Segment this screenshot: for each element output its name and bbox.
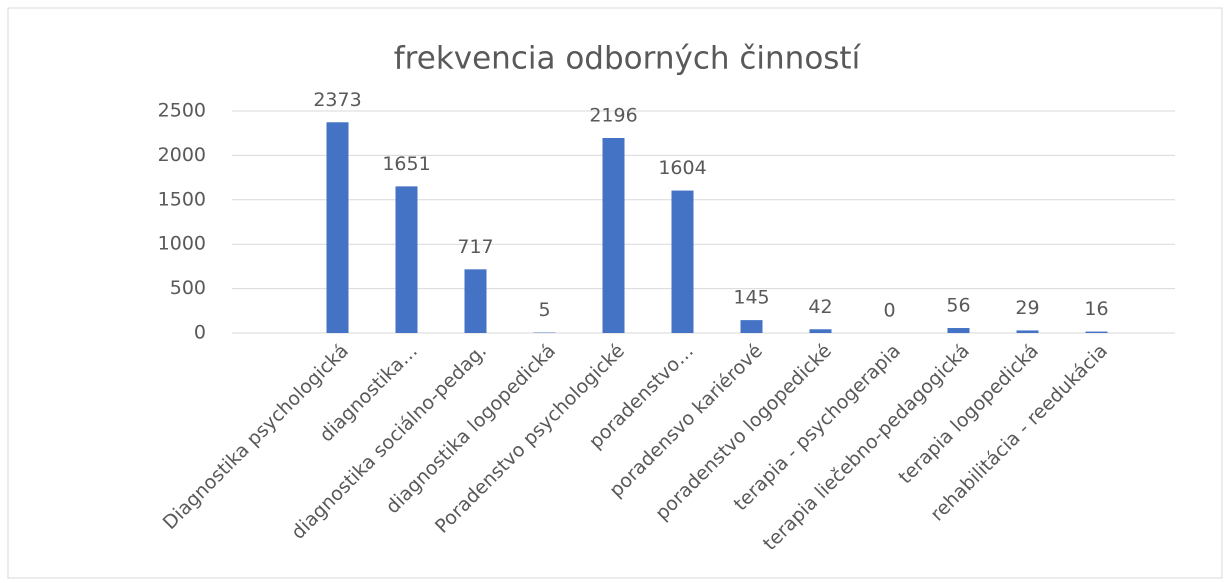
- value-label: 42: [808, 296, 832, 318]
- value-label: 2373: [313, 89, 361, 111]
- value-label: 0: [883, 300, 895, 322]
- bar: [671, 190, 694, 333]
- y-tick-label: 2500: [158, 100, 206, 122]
- value-label: 145: [733, 287, 769, 309]
- bar: [1085, 331, 1108, 333]
- value-label: 29: [1015, 297, 1039, 319]
- value-label: 56: [946, 295, 970, 317]
- value-label: 1651: [382, 153, 430, 175]
- y-tick-label: 0: [194, 322, 206, 344]
- y-tick-label: 2000: [158, 144, 206, 166]
- y-tick-label: 1000: [158, 233, 206, 255]
- chart-title: frekvencia odborných činností: [394, 41, 862, 77]
- value-label: 1604: [658, 157, 706, 179]
- value-label: 5: [538, 299, 550, 321]
- bar: [947, 328, 970, 333]
- bar: [740, 320, 763, 333]
- bar: [602, 137, 625, 333]
- value-label: 16: [1084, 298, 1108, 320]
- bar: [326, 122, 349, 333]
- value-label: 2196: [589, 104, 637, 126]
- value-label: 717: [457, 236, 493, 258]
- bar: [809, 329, 832, 333]
- bar: [1016, 330, 1039, 333]
- y-tick-label: 1500: [158, 188, 206, 210]
- bar: [464, 269, 487, 333]
- bar: [395, 186, 418, 333]
- y-tick-label: 500: [170, 277, 206, 299]
